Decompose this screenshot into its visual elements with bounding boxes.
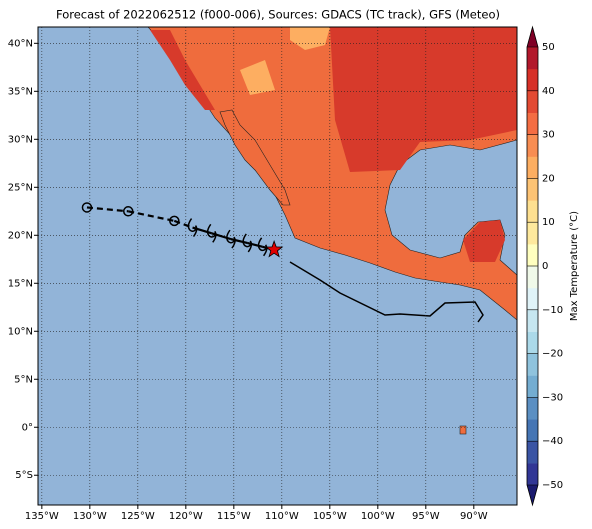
colorbar-bin bbox=[527, 463, 538, 486]
track-segment bbox=[128, 210, 175, 222]
x-tick-label: 90°W bbox=[460, 511, 488, 522]
track-point bbox=[169, 215, 180, 227]
colorbar-tick-label: −20 bbox=[542, 349, 563, 360]
chart-title: Forecast of 2022062512 (f000-006), Sourc… bbox=[56, 8, 500, 22]
hot-zone bbox=[150, 30, 215, 110]
y-tick-label: 40°N bbox=[8, 38, 33, 49]
colorbar-label: Max Temperature (°C) bbox=[569, 211, 580, 321]
y-tick-label: 20°N bbox=[8, 230, 33, 241]
y-tick-label: 5°S bbox=[15, 470, 33, 481]
track-point bbox=[122, 206, 134, 217]
colorbar-tick-label: −30 bbox=[542, 392, 563, 403]
colorbar-bin bbox=[527, 375, 538, 398]
colorbar-bin bbox=[527, 266, 538, 289]
y-tick-label: 25°N bbox=[8, 182, 33, 193]
hot-zone bbox=[330, 27, 517, 172]
track-line bbox=[289, 261, 484, 323]
colorbar-bin bbox=[527, 309, 538, 332]
colorbar-tick-label: −50 bbox=[542, 480, 563, 491]
colorbar-bin bbox=[527, 134, 538, 157]
colorbar-bin bbox=[527, 178, 538, 201]
colorbar-tick-label: 20 bbox=[542, 173, 555, 184]
colorbar-bin bbox=[527, 200, 538, 223]
colorbar-bin bbox=[527, 397, 538, 420]
track bbox=[81, 202, 284, 258]
colorbar-bin bbox=[527, 353, 538, 376]
colorbar-tick-label: 50 bbox=[542, 42, 555, 53]
y-tick-label: 15°N bbox=[8, 278, 33, 289]
hurricane-symbol bbox=[242, 233, 253, 253]
grid bbox=[38, 27, 517, 505]
y-tick-label: 30°N bbox=[8, 134, 33, 145]
x-tick-label: 125°W bbox=[121, 511, 155, 522]
x-tick-label: 105°W bbox=[313, 511, 347, 522]
colorbar-bin bbox=[527, 90, 538, 113]
island bbox=[459, 425, 467, 435]
hurricane-symbol bbox=[206, 223, 217, 243]
colorbar-extend-under bbox=[527, 485, 538, 505]
colorbar-tick-label: −10 bbox=[542, 305, 563, 316]
colorbar-bin bbox=[527, 287, 538, 311]
track-segment bbox=[246, 241, 263, 248]
hurricane-symbol bbox=[257, 237, 268, 257]
hurricane-symbol bbox=[226, 229, 236, 249]
hot-zone bbox=[463, 220, 505, 262]
colorbar: −50 −40 −30 −20 −10 0 10 20 30 40 50 bbox=[526, 25, 563, 507]
colorbar-bin bbox=[527, 244, 538, 267]
colorbar-bin bbox=[527, 156, 538, 179]
warm-zone bbox=[240, 60, 275, 95]
colorbar-tick-label: 40 bbox=[542, 86, 555, 97]
colorbar-tick-label: 30 bbox=[542, 130, 555, 141]
colorbar-bin bbox=[527, 331, 538, 354]
track-segment bbox=[173, 219, 193, 229]
y-tick-label: 10°N bbox=[8, 326, 33, 337]
y-tick-label: 5°N bbox=[14, 374, 33, 385]
track-segment bbox=[230, 238, 248, 245]
baja bbox=[219, 109, 291, 206]
colorbar-bin bbox=[527, 419, 538, 442]
map-frame bbox=[37, 26, 518, 506]
warm-zone bbox=[290, 27, 330, 50]
x-tick-label: 110°W bbox=[265, 511, 299, 522]
track-star bbox=[264, 240, 284, 258]
land bbox=[147, 27, 517, 435]
x-tick-label: 120°W bbox=[169, 511, 203, 522]
colorbar-bin bbox=[527, 112, 538, 135]
track-point bbox=[81, 202, 93, 213]
x-tick-label: 95°W bbox=[412, 511, 440, 522]
x-tick-label: 100°W bbox=[361, 511, 395, 522]
colorbar-extend-over bbox=[527, 27, 538, 47]
y-tick-label: 35°N bbox=[8, 86, 33, 97]
hurricane-symbol bbox=[187, 218, 198, 238]
colorbar-bin bbox=[527, 441, 538, 464]
colorbar-bin bbox=[527, 47, 538, 70]
track-segment bbox=[86, 206, 129, 213]
colorbar-bin bbox=[527, 68, 538, 92]
y-tick-label: 0° bbox=[22, 422, 33, 433]
x-tick-label: 130°W bbox=[73, 511, 107, 522]
colorbar-bin bbox=[527, 222, 538, 245]
colorbar-tick-label: 10 bbox=[542, 217, 555, 228]
x-tick-label: 115°W bbox=[217, 511, 251, 522]
colorbar-tick-label: 0 bbox=[542, 261, 548, 272]
colorbar-tick-label: −40 bbox=[542, 436, 563, 447]
x-tick-label: 135°W bbox=[25, 511, 59, 522]
